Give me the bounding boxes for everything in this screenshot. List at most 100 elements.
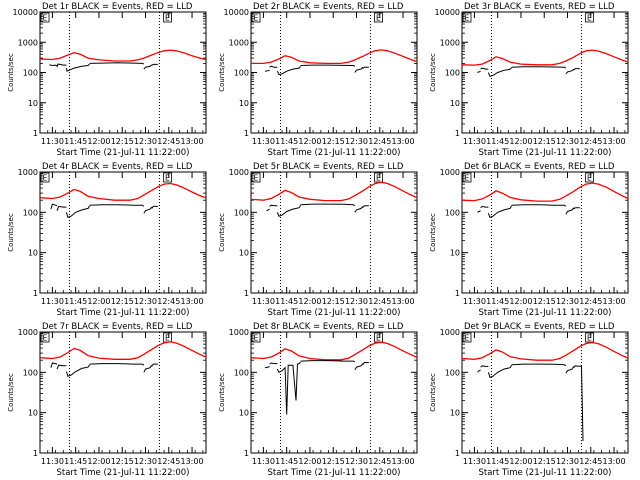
x-tick-label: 12:15 — [533, 457, 556, 466]
annotation-box — [163, 172, 172, 183]
y-axis-label: Counts/sec — [218, 373, 226, 412]
x-tick-label: 11:30 — [41, 297, 64, 306]
annotation-label: E — [587, 174, 592, 183]
x-tick-label: 11:30 — [252, 137, 275, 146]
x-tick-label: 11:45 — [486, 297, 509, 306]
x-axis-label: Start Time (21-Jul-11 11:22:00) — [57, 148, 190, 158]
x-tick-label: 11:30 — [252, 457, 275, 466]
y-tick-label: 1 — [455, 289, 460, 298]
chart-panel-2: Det 2r BLACK = Events, RED = LLD 1 10 100 10… — [218, 2, 418, 158]
plot-frame — [39, 331, 207, 454]
events-series-line-segment — [56, 205, 67, 211]
events-series-line-segment — [354, 206, 364, 213]
events-series-line-segment — [65, 63, 90, 72]
lld-series-line — [39, 341, 207, 360]
x-tick-label: 13:00 — [181, 297, 204, 306]
chart-title: Det 8r BLACK = Events, RED = LLD — [253, 322, 404, 332]
events-series-line-segment — [264, 69, 270, 72]
events-series-line-segment — [269, 204, 278, 207]
y-tick-label: 100 — [234, 69, 249, 78]
chart-panel-6: Det 6r BLACK = Events, RED = LLD 1 10 100 10… — [429, 162, 629, 318]
events-series-line-segment — [151, 205, 158, 209]
y-tick-label: 1000 — [440, 328, 460, 337]
y-tick-label: 10 — [28, 249, 38, 258]
x-tick-label: 12:15 — [111, 137, 134, 146]
events-series-line-segment — [264, 365, 270, 369]
x-tick-label: 13:00 — [392, 137, 415, 146]
events-series-line-segment — [487, 364, 513, 379]
annotation-label: E — [254, 14, 259, 23]
chart-panel-1: Det 1r BLACK = Events, RED = LLD 1 10 100 10… — [7, 2, 207, 158]
annotation-label: E — [165, 174, 170, 183]
annotation-box — [251, 172, 261, 183]
plot-frame — [461, 171, 629, 294]
annotation-box — [585, 12, 594, 23]
x-tick-label: 12:15 — [533, 137, 556, 146]
annotation-label: E — [376, 14, 381, 23]
chart-title: Det 4r BLACK = Events, RED = LLD — [42, 162, 193, 172]
events-series-line-segment — [477, 210, 481, 213]
events-series-line-segment — [50, 362, 58, 368]
x-tick-label: 12:30 — [345, 297, 368, 306]
y-tick-label: 1000 — [229, 168, 249, 177]
annotation-label: E — [587, 334, 592, 343]
events-series-line-segment — [565, 207, 575, 215]
x-tick-label: 12:45 — [368, 457, 391, 466]
events-series-line-segment — [362, 66, 369, 69]
y-tick-label: 10000 — [435, 8, 460, 17]
x-tick-label: 12:00 — [298, 297, 321, 306]
y-axis-label: Counts/sec — [429, 53, 437, 92]
x-tick-label: 13:00 — [181, 457, 204, 466]
y-tick-label: 1000 — [18, 38, 38, 47]
lld-series-line — [461, 49, 629, 66]
plot-frame — [461, 331, 629, 454]
y-axis-label: Counts/sec — [7, 53, 15, 92]
y-tick-label: 1000 — [440, 168, 460, 177]
x-tick-label: 12:15 — [111, 297, 134, 306]
events-series-line-segment — [573, 207, 580, 210]
y-tick-label: 1 — [33, 449, 38, 458]
x-tick-label: 13:00 — [603, 457, 626, 466]
annotation-box — [374, 172, 383, 183]
annotation-label: E — [254, 334, 259, 343]
events-series-line-segment — [300, 203, 356, 207]
annotation-box — [585, 332, 594, 343]
x-tick-label: 12:15 — [322, 137, 345, 146]
chart-title: Det 1r BLACK = Events, RED = LLD — [42, 2, 193, 12]
x-tick-label: 12:00 — [87, 457, 110, 466]
plot-frame — [250, 171, 418, 294]
x-axis-label: Start Time (21-Jul-11 11:22:00) — [479, 308, 612, 318]
chart-panel-4: Det 4r BLACK = Events, RED = LLD 1 10 100 10… — [7, 162, 207, 318]
y-tick-label: 10000 — [224, 8, 249, 17]
y-tick-label: 1 — [33, 129, 38, 138]
events-series-line-segment — [276, 361, 301, 415]
x-tick-label: 12:45 — [579, 297, 602, 306]
x-tick-label: 12:00 — [509, 137, 532, 146]
x-tick-label: 12:45 — [368, 137, 391, 146]
annotation-box — [374, 12, 383, 23]
annotation-label: E — [376, 334, 381, 343]
annotation-label: E — [43, 14, 48, 23]
events-series-line-segment — [89, 62, 145, 65]
x-axis-label: Start Time (21-Jul-11 11:22:00) — [268, 148, 401, 158]
y-tick-label: 1 — [455, 129, 460, 138]
x-tick-label: 12:15 — [533, 297, 556, 306]
events-series-line-segment — [56, 364, 67, 370]
annotation-label: E — [43, 174, 48, 183]
y-tick-label: 100 — [23, 368, 38, 377]
x-tick-label: 12:00 — [509, 297, 532, 306]
x-tick-label: 12:00 — [298, 137, 321, 146]
events-series-line-segment — [49, 64, 58, 67]
x-tick-label: 12:00 — [87, 297, 110, 306]
events-series-line-segment — [511, 363, 567, 367]
x-axis-label: Start Time (21-Jul-11 11:22:00) — [268, 308, 401, 318]
events-series-line-segment — [480, 365, 489, 368]
annotation-label: E — [254, 174, 259, 183]
y-tick-label: 1 — [33, 289, 38, 298]
y-tick-label: 10 — [239, 409, 249, 418]
chart-panel-8: Det 8r BLACK = Events, RED = LLD 1 10 100 10… — [218, 322, 418, 478]
y-tick-label: 1000 — [229, 38, 249, 47]
events-series-line-segment — [89, 363, 145, 366]
events-series-line-segment — [480, 67, 489, 70]
